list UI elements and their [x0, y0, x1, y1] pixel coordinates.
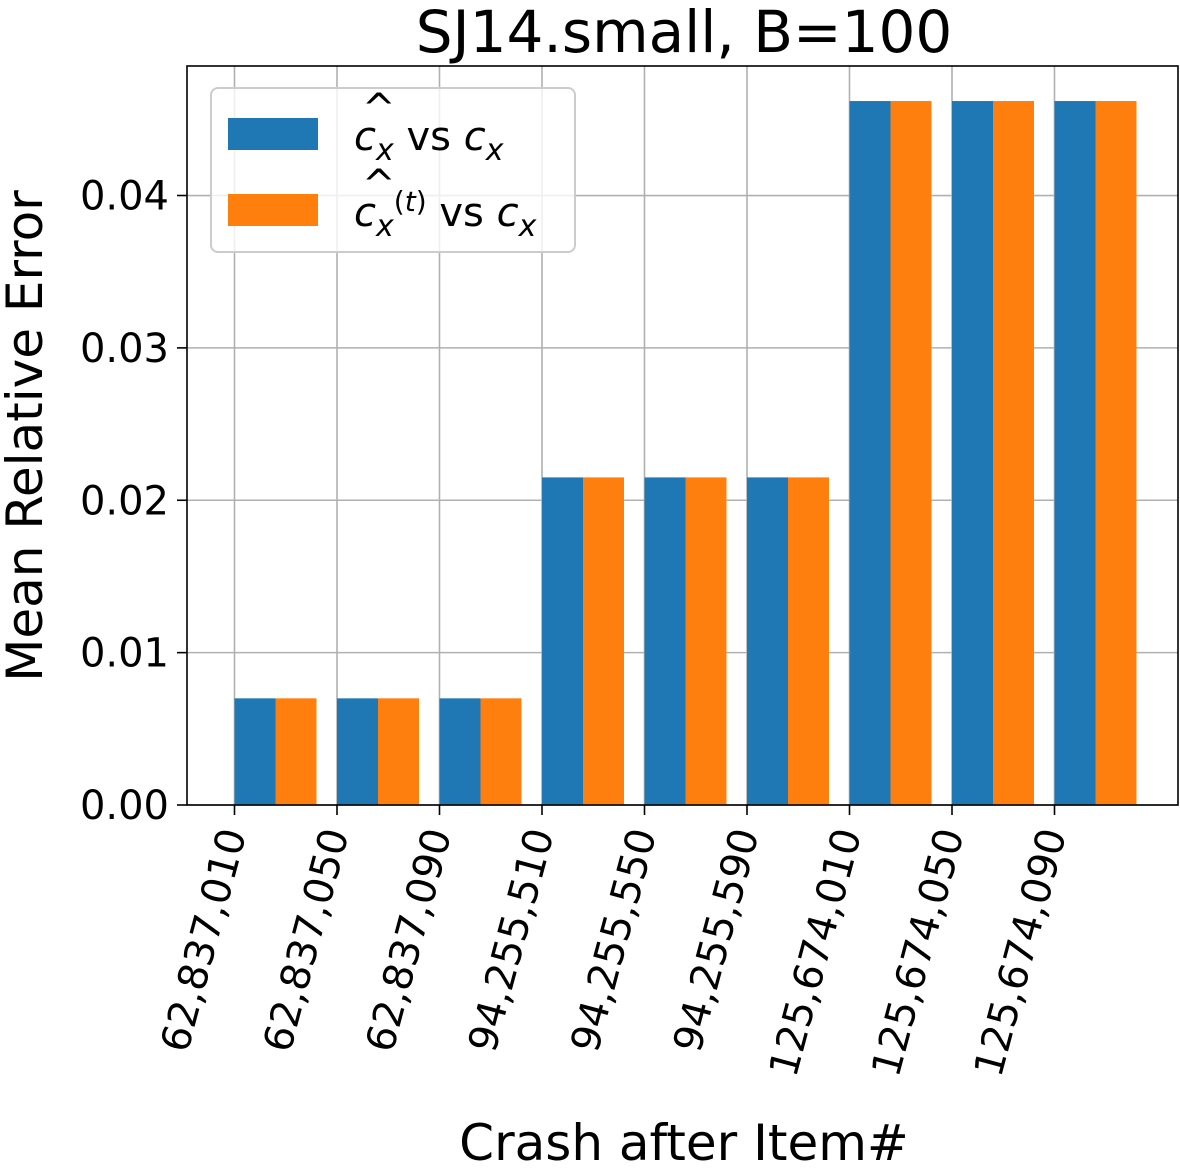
bar-series-2: [890, 101, 932, 806]
x-tick-label: 94,255,510: [460, 824, 564, 1057]
svg-text:^: ^: [362, 162, 396, 208]
legend-label-series-1: cx vs cx ^: [354, 86, 504, 168]
bar-series-2: [1095, 101, 1137, 806]
svg-text:^: ^: [362, 86, 396, 132]
svg-text:cx(t) vs cx: cx(t) vs cx: [354, 185, 537, 244]
x-tick-label: 62,837,010: [152, 824, 256, 1057]
bar-series-1: [849, 101, 891, 806]
svg-text:cx vs cx: cx vs cx: [354, 114, 504, 168]
bars: [234, 101, 1137, 806]
bar-series-1: [952, 101, 993, 806]
bar-series-1: [644, 477, 686, 805]
bar-series-2: [583, 477, 624, 805]
x-tick-label: 94,255,550: [562, 824, 666, 1057]
x-tick-label: 125,674,050: [863, 824, 973, 1082]
bar-series-1: [542, 477, 583, 805]
x-tick-label: 125,674,010: [761, 824, 871, 1082]
y-axis-label: Mean Relative Error: [0, 190, 54, 682]
bar-series-2: [685, 477, 727, 805]
bar-series-2: [480, 698, 522, 805]
y-axis-ticks: 0.00 0.01 0.02 0.03 0.04: [80, 174, 187, 829]
y-tick-label: 0.01: [80, 631, 169, 677]
legend-swatch-series-2: [228, 194, 318, 226]
bar-series-1: [747, 477, 788, 805]
bar-series-1: [439, 698, 481, 805]
bar-series-2: [788, 477, 829, 805]
y-tick-label: 0.03: [80, 326, 169, 372]
plot-frame: [186, 65, 1179, 806]
bar-series-1: [337, 698, 378, 805]
bar-series-1: [1054, 101, 1096, 806]
x-tick-label: 125,674,090: [966, 824, 1076, 1082]
y-tick-label: 0.02: [80, 478, 169, 524]
legend-label-series-2: cx(t) vs cx ^: [354, 162, 537, 244]
x-tick-label: 62,837,050: [255, 824, 359, 1057]
bar-series-1: [234, 698, 276, 805]
x-axis-label: Crash after Item#: [459, 1114, 909, 1172]
x-tick-label: 94,255,590: [665, 824, 769, 1057]
x-axis-ticks: 62,837,01062,837,05062,837,09094,255,510…: [152, 805, 1076, 1081]
bar-series-2: [993, 101, 1034, 806]
x-tick-label: 62,837,090: [357, 824, 461, 1057]
chart-title: SJ14.small, B=100: [416, 0, 953, 66]
y-tick-label: 0.00: [80, 783, 169, 829]
legend-swatch-series-1: [228, 118, 318, 150]
bar-series-2: [275, 698, 317, 805]
y-tick-label: 0.04: [80, 174, 169, 220]
legend: cx vs cx ^ cx(t) vs cx ^: [210, 86, 576, 253]
bar-series-2: [378, 698, 419, 805]
